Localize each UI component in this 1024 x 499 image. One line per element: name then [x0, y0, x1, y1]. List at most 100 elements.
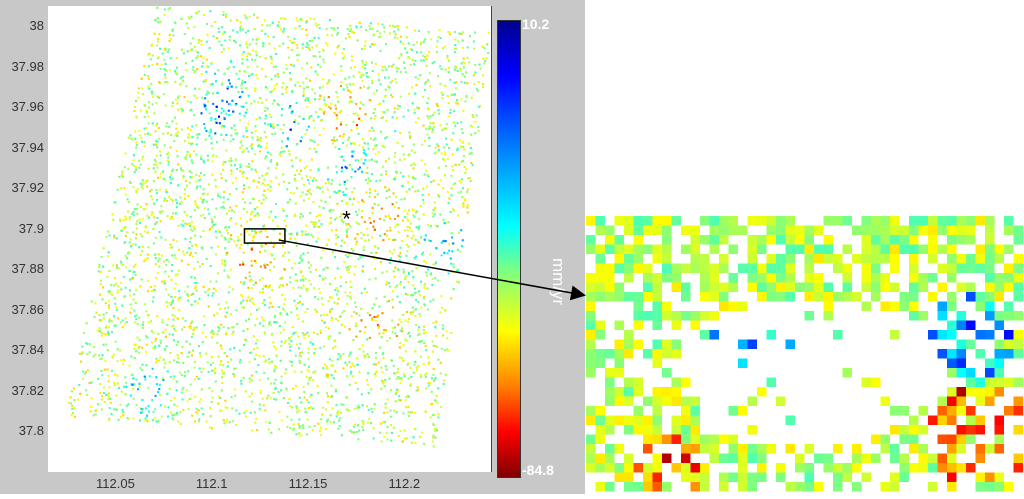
- data-point: [98, 330, 101, 333]
- data-point: [390, 65, 393, 68]
- data-point: [146, 214, 149, 217]
- data-point: [256, 212, 259, 215]
- data-point: [403, 158, 406, 161]
- data-point: [127, 201, 130, 203]
- data-point: [339, 216, 342, 218]
- data-point: [298, 409, 301, 412]
- data-point: [235, 177, 237, 179]
- data-point: [297, 122, 300, 125]
- data-point: [376, 193, 379, 196]
- data-point: [449, 108, 452, 111]
- data-point: [156, 95, 159, 98]
- data-point: [150, 83, 153, 85]
- data-point: [294, 304, 297, 307]
- data-point: [464, 171, 467, 174]
- data-point: [181, 388, 184, 391]
- data-point: [293, 178, 296, 181]
- data-point: [232, 326, 235, 329]
- data-point: [456, 102, 459, 105]
- data-point: [202, 198, 205, 201]
- data-point: [183, 96, 186, 98]
- data-point: [168, 125, 171, 128]
- data-point: [265, 172, 268, 175]
- data-point: [301, 28, 304, 30]
- data-point: [308, 370, 311, 373]
- data-point: [379, 422, 382, 425]
- data-point: [365, 172, 368, 174]
- data-point: [397, 68, 400, 70]
- data-point: [108, 386, 111, 389]
- data-point: [277, 391, 280, 393]
- data-point: [395, 223, 398, 226]
- data-point: [171, 264, 174, 266]
- data-point: [273, 398, 275, 401]
- data-point: [159, 339, 162, 342]
- data-point: [313, 425, 316, 427]
- data-point: [369, 221, 372, 224]
- data-point: [207, 100, 210, 103]
- data-point: [241, 172, 244, 175]
- data-point: [424, 38, 427, 41]
- data-point: [170, 173, 172, 176]
- data-point: [171, 313, 174, 316]
- data-point: [253, 348, 255, 351]
- data-point: [331, 296, 334, 299]
- data-point: [269, 324, 272, 327]
- data-point: [404, 399, 407, 402]
- data-point: [411, 86, 414, 89]
- data-point: [265, 98, 268, 101]
- data-point: [358, 71, 361, 74]
- data-point: [356, 388, 359, 391]
- data-point: [259, 378, 262, 381]
- data-point: [271, 332, 274, 335]
- data-point: [211, 198, 214, 201]
- data-point: [159, 356, 162, 359]
- data-point: [440, 295, 443, 298]
- data-point: [323, 96, 326, 99]
- data-point: [407, 320, 410, 323]
- data-point: [462, 110, 465, 113]
- data-point: [200, 371, 203, 373]
- data-point: [261, 301, 264, 304]
- data-point: [371, 317, 373, 320]
- data-point: [222, 419, 225, 422]
- data-point: [335, 216, 338, 219]
- data-point: [402, 412, 405, 415]
- data-point: [296, 233, 299, 236]
- data-point: [229, 140, 232, 143]
- data-point: [309, 139, 312, 141]
- data-point: [210, 356, 213, 359]
- data-point: [460, 33, 463, 35]
- data-point: [275, 83, 278, 85]
- data-point: [424, 88, 426, 91]
- data-point: [439, 124, 442, 127]
- data-point: [137, 388, 139, 391]
- data-point: [417, 228, 420, 231]
- data-point: [355, 324, 358, 327]
- data-point: [339, 417, 342, 420]
- data-point: [386, 411, 389, 414]
- data-point: [333, 190, 336, 193]
- data-point: [132, 388, 135, 391]
- data-point: [171, 325, 174, 327]
- data-point: [392, 364, 395, 367]
- data-point: [253, 411, 256, 414]
- data-point: [261, 397, 264, 400]
- data-point: [299, 352, 302, 355]
- data-point: [221, 83, 224, 86]
- data-point: [113, 234, 116, 237]
- data-point: [443, 349, 446, 351]
- data-point: [262, 198, 265, 201]
- data-point: [145, 203, 148, 206]
- data-point: [262, 45, 265, 48]
- data-point: [242, 376, 245, 379]
- data-point: [384, 95, 387, 98]
- data-point: [379, 83, 382, 86]
- data-point: [370, 388, 373, 391]
- data-point: [282, 42, 285, 45]
- data-point: [143, 141, 146, 143]
- data-point: [470, 162, 473, 164]
- data-point: [432, 208, 435, 211]
- data-point: [174, 413, 177, 416]
- data-point: [474, 120, 477, 123]
